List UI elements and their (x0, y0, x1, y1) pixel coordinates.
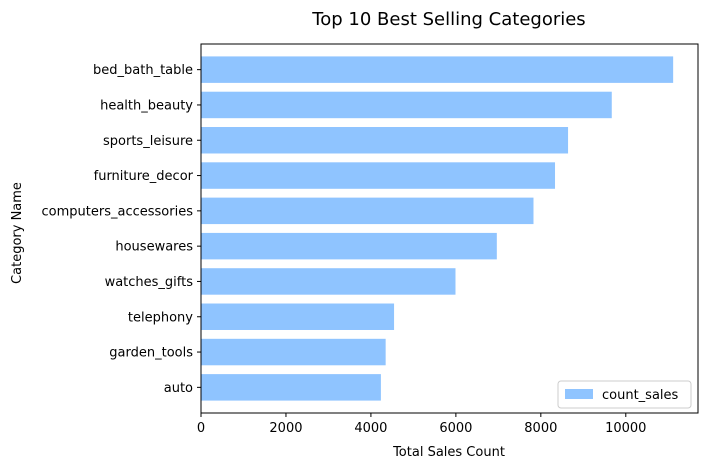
y-axis-label: Category Name (10, 182, 25, 284)
x-tick-label: 6000 (439, 421, 472, 436)
bar-computers_accessories (201, 197, 534, 225)
y-tick-label: auto (164, 381, 193, 396)
legend-label: count_sales (602, 388, 679, 403)
x-tick-label: 2000 (269, 421, 302, 436)
y-tick-label: watches_gifts (105, 275, 194, 290)
plot-frame (200, 43, 699, 414)
bar-sports_leisure (201, 127, 569, 154)
y-tick-label: telephony (128, 310, 193, 325)
bar-auto (201, 374, 381, 401)
bar-housewares (201, 232, 497, 260)
bar-watches_gifts (201, 268, 456, 295)
chart-title: Top 10 Best Selling Categories (311, 9, 585, 30)
x-tick-label: 10000 (605, 421, 646, 436)
legend: count_sales (557, 380, 692, 409)
y-tick-label: garden_tools (109, 346, 193, 361)
y-tick-label: computers_accessories (42, 204, 194, 219)
x-tick-label: 8000 (524, 421, 557, 436)
x-tick-label: 4000 (354, 421, 387, 436)
x-tick-label: 0 (197, 421, 205, 436)
bars-group (201, 56, 674, 401)
x-axis-ticks: 0 2000 4000 6000 8000 10000 (197, 413, 646, 436)
y-tick-label: furniture_decor (94, 169, 194, 184)
y-tick-label: housewares (115, 240, 193, 255)
y-tick-label: health_beauty (100, 98, 193, 113)
x-axis-label: Total Sales Count (392, 445, 505, 460)
y-axis-ticks: bed_bath_table health_beauty sports_leisur… (42, 63, 201, 396)
y-tick-label: bed_bath_table (93, 63, 193, 78)
bar-health_beauty (201, 91, 612, 119)
bar-bed_bath_table (201, 56, 674, 83)
y-tick-label: sports_leisure (103, 134, 193, 149)
legend-swatch (565, 389, 593, 399)
bar-garden_tools (201, 338, 386, 366)
legend-frame (557, 380, 692, 409)
bar-telephony (201, 303, 395, 330)
bar-furniture_decor (201, 162, 556, 189)
